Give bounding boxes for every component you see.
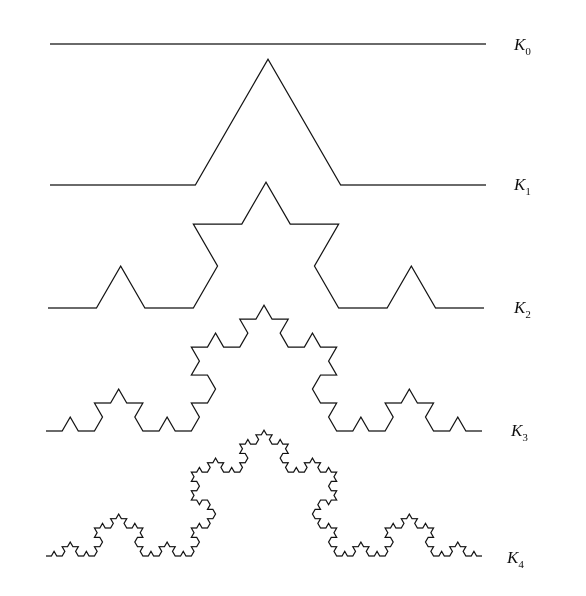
label-k4-symbol: K [506, 548, 520, 567]
koch-curve-k1 [50, 57, 486, 186]
label-k1-subscript: 1 [525, 186, 531, 198]
label-k1: K1 [513, 175, 531, 198]
label-k0: K0 [513, 35, 531, 58]
label-k1-symbol: K [513, 175, 527, 194]
label-k0-symbol: K [513, 35, 527, 54]
koch-curve-k3 [46, 303, 482, 432]
koch-curve-k4 [46, 428, 482, 557]
label-k0-subscript: 0 [525, 46, 531, 58]
label-k2-symbol: K [513, 298, 527, 317]
label-k3: K3 [510, 421, 528, 444]
koch-curve-k2 [48, 180, 484, 309]
label-k4-subscript: 4 [518, 559, 524, 571]
label-k3-symbol: K [510, 421, 524, 440]
label-k4: K4 [506, 548, 524, 571]
label-k2: K2 [513, 298, 531, 321]
label-k2-subscript: 2 [525, 309, 531, 321]
label-k3-subscript: 3 [522, 432, 528, 444]
